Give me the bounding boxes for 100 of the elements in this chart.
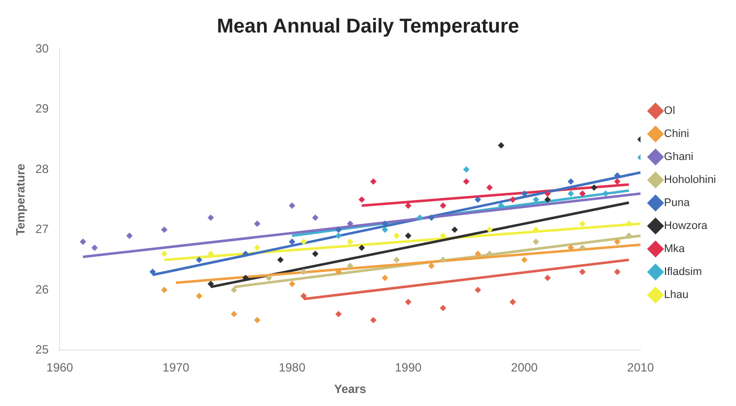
point xyxy=(230,286,237,293)
point xyxy=(405,232,412,239)
point xyxy=(498,142,504,148)
point xyxy=(254,317,260,324)
point xyxy=(161,250,168,257)
legend-label: Ghani xyxy=(664,151,694,164)
point xyxy=(532,238,539,245)
point xyxy=(614,268,620,275)
point xyxy=(196,256,202,263)
point xyxy=(510,196,516,203)
point xyxy=(336,232,342,239)
legend-label: Lhau xyxy=(664,289,689,302)
point xyxy=(474,250,481,257)
point xyxy=(242,250,249,257)
point xyxy=(474,286,481,293)
legend-label: Chini xyxy=(664,128,690,140)
point xyxy=(266,274,272,281)
point xyxy=(80,238,86,245)
point xyxy=(579,220,586,227)
point xyxy=(579,190,586,197)
point xyxy=(161,286,168,293)
point xyxy=(579,244,586,251)
point xyxy=(568,178,574,185)
point xyxy=(510,299,516,306)
point xyxy=(498,202,504,209)
point xyxy=(347,238,354,245)
point xyxy=(289,202,296,209)
point xyxy=(486,226,493,233)
x-tick-label: 2010 xyxy=(627,360,654,375)
point xyxy=(463,166,470,172)
y-tick-label: 25 xyxy=(35,342,50,357)
chart-title: Mean Annual Daily Temperature xyxy=(216,16,520,38)
point xyxy=(486,250,493,257)
point xyxy=(394,256,400,263)
point xyxy=(370,317,376,324)
point xyxy=(440,232,446,239)
point xyxy=(300,238,307,245)
y-tick-label: 26 xyxy=(35,282,50,296)
point xyxy=(521,256,528,263)
legend-label: Puna xyxy=(664,197,691,210)
point xyxy=(382,274,388,281)
point xyxy=(463,178,470,185)
x-axis-title: Years xyxy=(334,382,366,396)
point xyxy=(242,274,249,281)
point xyxy=(579,268,586,275)
point xyxy=(150,268,156,275)
x-tick-label: 1990 xyxy=(394,360,422,375)
point xyxy=(440,202,446,209)
point xyxy=(289,280,296,287)
point xyxy=(196,292,202,299)
point xyxy=(544,274,551,281)
point xyxy=(336,226,342,233)
point xyxy=(254,220,260,227)
point xyxy=(394,232,400,239)
point xyxy=(486,184,493,191)
y-tick-label: 30 xyxy=(35,41,50,56)
point xyxy=(277,256,284,263)
point xyxy=(230,311,237,318)
point xyxy=(382,226,388,233)
point xyxy=(544,190,551,197)
point xyxy=(208,280,214,287)
point xyxy=(289,238,296,245)
point xyxy=(532,226,539,233)
x-tick-label: 2000 xyxy=(511,360,538,375)
point xyxy=(208,214,214,221)
point xyxy=(405,202,412,209)
y-tick-label: 28 xyxy=(35,162,50,176)
point xyxy=(474,196,481,203)
point xyxy=(312,214,318,221)
x-tick-label: 1960 xyxy=(46,360,74,375)
point xyxy=(161,226,168,233)
point xyxy=(405,299,412,306)
legend-label: Ifladsim xyxy=(664,266,702,278)
point xyxy=(591,184,598,191)
point xyxy=(312,250,318,257)
point xyxy=(626,232,632,239)
point xyxy=(452,226,458,233)
point xyxy=(626,220,632,227)
point xyxy=(347,262,354,269)
point xyxy=(126,232,132,239)
point xyxy=(440,305,446,312)
point xyxy=(428,214,434,221)
point xyxy=(614,178,620,185)
legend-label: Mka xyxy=(664,243,686,256)
x-tick-label: 1980 xyxy=(278,360,306,375)
point xyxy=(544,196,551,203)
point xyxy=(382,220,388,227)
legend-label: Ol xyxy=(664,105,676,118)
point xyxy=(614,238,620,245)
point xyxy=(254,244,260,251)
point xyxy=(568,190,574,197)
point xyxy=(370,178,376,185)
point xyxy=(300,268,307,275)
legend-label: Hoholohini xyxy=(664,174,716,186)
y-tick-label: 29 xyxy=(35,102,50,116)
point xyxy=(614,172,620,179)
y-tick-label: 27 xyxy=(35,222,50,236)
point xyxy=(358,196,365,203)
point xyxy=(428,262,434,269)
point xyxy=(440,256,446,263)
